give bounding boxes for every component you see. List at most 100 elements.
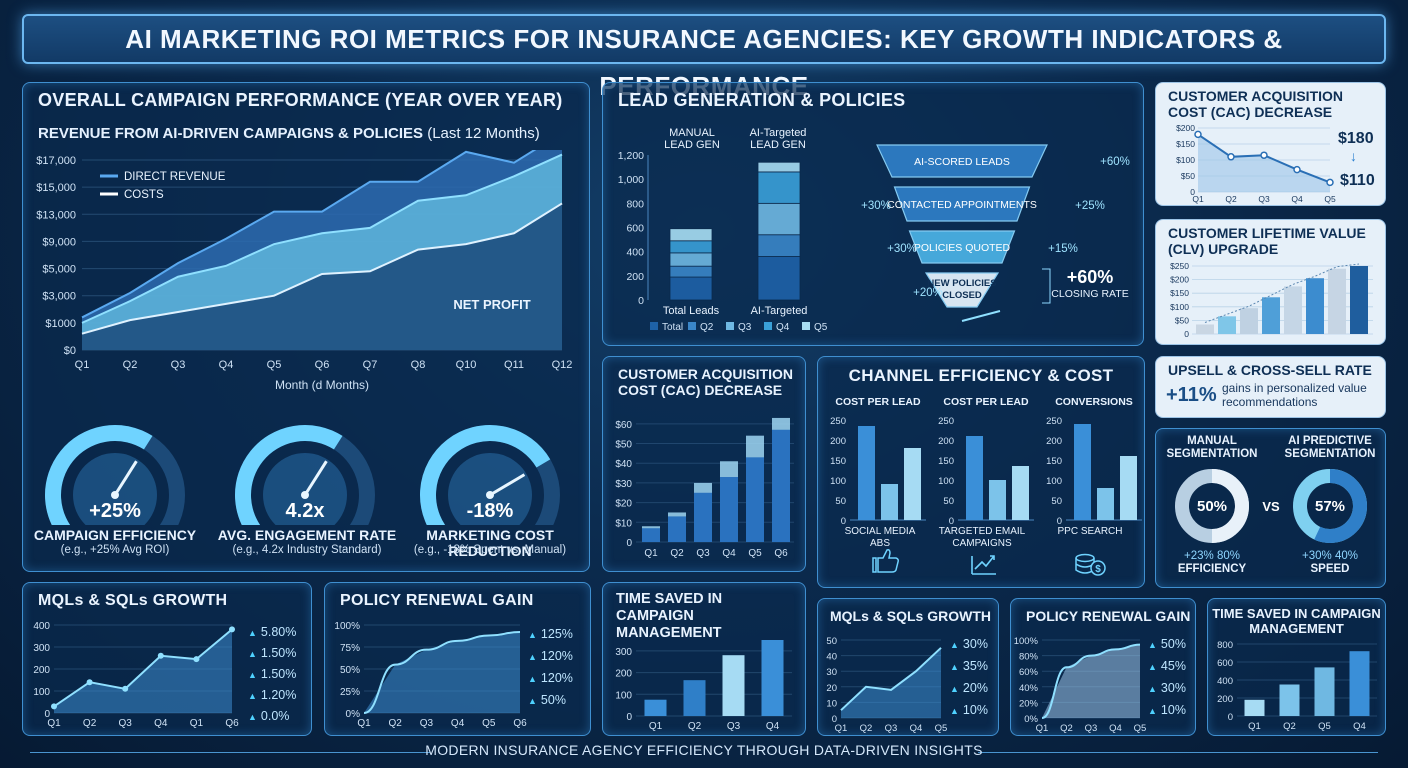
y-tick-label: 100% — [1014, 636, 1039, 647]
bar — [1244, 699, 1265, 716]
y-tick-label: $50 — [615, 440, 632, 451]
x-tick-label: Q4 — [451, 718, 465, 729]
up-triangle-icon: ▲ — [248, 628, 257, 638]
down-arrow-icon: ↓ — [1350, 148, 1357, 164]
series-line — [53, 628, 233, 708]
gauge-3-sub: (e.g., -18% Spent vs. Manual) — [413, 544, 567, 556]
x-tick-label: Q2 — [688, 721, 702, 732]
cac-point — [1260, 151, 1268, 159]
up-triangle-icon: ▲ — [950, 662, 959, 672]
manual-seg-note: +23% 80% — [1184, 550, 1240, 562]
y-tick-label: 300 — [615, 647, 632, 658]
bar — [1314, 667, 1335, 716]
time-right-bar-chart: 0 200 400 600 800 Q1 Q2 Q5 Q4 — [1217, 640, 1377, 732]
cac-point — [1326, 178, 1334, 187]
stacked-bar-segment — [669, 228, 713, 242]
funnel-pct: +60% — [1100, 156, 1130, 168]
legend-swatch — [726, 322, 734, 330]
x-tick-label: Q4 — [219, 359, 234, 371]
x-tick-label: Q12 — [552, 359, 573, 371]
y-tick-label: 50% — [340, 665, 360, 676]
x-tick-label: Q3 — [420, 718, 434, 729]
funnel-pct: +30% — [887, 243, 917, 255]
funnel-tier — [924, 272, 1000, 308]
gauge-hub — [486, 491, 494, 499]
x-tick-label: Q2 — [389, 718, 403, 729]
y-tick-label: 200 — [830, 436, 846, 447]
renewal-left-pct-1: ▲ 125% — [528, 624, 573, 646]
x-tick-label: Q7 — [363, 359, 378, 371]
stacked-bar-segment — [757, 171, 801, 204]
gauge-needle — [489, 473, 526, 497]
gauge-needle — [303, 460, 328, 496]
segmentation-donuts: 50% 57% VS — [1175, 469, 1367, 543]
legend-label: Q5 — [814, 322, 828, 333]
series-area — [82, 203, 562, 350]
x-tick-label: Q4 — [1291, 194, 1303, 204]
gauge-value: -18% — [467, 500, 514, 522]
up-triangle-icon: ▲ — [950, 684, 959, 694]
mqls-right-pct-3: ▲ 20% — [950, 678, 988, 700]
channel-bar — [989, 480, 1006, 520]
up-triangle-icon: ▲ — [1148, 640, 1157, 650]
x-tick-label: Q2 — [670, 548, 684, 559]
y-tick-label: 100 — [615, 690, 632, 701]
legend-label: Q2 — [700, 322, 714, 333]
mqls-left-pct-1-text: 5.80% — [260, 625, 297, 639]
channel-label: SOCIAL MEDIA — [845, 526, 916, 537]
legend-swatch — [764, 322, 772, 330]
stacked-bar-segment — [669, 252, 713, 267]
up-triangle-icon: ▲ — [528, 652, 537, 662]
y-tick-label: $50 — [1175, 315, 1189, 325]
legend-swatch — [802, 322, 810, 330]
mqls-right-pcts: ▲ 30% ▲ 35% ▲ 20% ▲ 10% — [950, 634, 988, 722]
up-triangle-icon: ▲ — [248, 712, 257, 722]
x-tick-label: Q5 — [935, 723, 948, 734]
x-tick-label: Q3 — [727, 721, 741, 732]
y-tick-label: $0 — [64, 345, 76, 357]
up-triangle-icon: ▲ — [528, 696, 537, 706]
y-tick-label: $15,000 — [36, 182, 76, 194]
series-point — [229, 626, 235, 633]
lead-gen-bar-chart: 0 200 400 600 800 1,000 1,200 Total Leads AI-Tar… — [618, 150, 828, 333]
x-tick-label: Q3 — [119, 718, 133, 729]
channel-bar — [1097, 488, 1114, 520]
channel-subtitle: CONVERSIONS — [1055, 396, 1133, 408]
y-tick-label: 50 — [826, 636, 837, 647]
renewal-right-pct-2: ▲ 45% — [1148, 656, 1186, 678]
renewal-left-pct-3-text: 120% — [540, 671, 573, 685]
gauge-fill — [235, 425, 343, 525]
y-tick-label: 0% — [1024, 714, 1038, 725]
segmentation-panel — [1155, 428, 1386, 588]
funnel-bracket — [1042, 268, 1051, 304]
up-triangle-icon: ▲ — [950, 706, 959, 716]
bar-category-label: AI-Targeted — [751, 305, 808, 317]
upsell-desc: gains in personalized value recommendati… — [1222, 381, 1367, 409]
y-tick-label: 250 — [938, 416, 954, 427]
renewal-right-pcts: ▲ 50% ▲ 45% ▲ 30% ▲ 10% — [1148, 634, 1186, 722]
x-tick-label: Q5 — [482, 718, 496, 729]
x-tick-label: Q2 — [123, 359, 138, 371]
net-profit-label: NET PROFIT — [453, 297, 530, 312]
series-area — [841, 647, 941, 718]
cac-top-from: $180 — [1338, 130, 1374, 147]
bar — [1279, 684, 1300, 716]
up-triangle-icon: ▲ — [1148, 706, 1157, 716]
stacked-bar-segment — [669, 276, 713, 301]
x-tick-label: Q1 — [649, 721, 663, 732]
funnel-pct: +15% — [1048, 243, 1078, 255]
donut-value-arc — [1211, 469, 1249, 543]
funnel-label: AI-SCORED LEADS — [914, 156, 1010, 168]
x-tick-label: Q11 — [504, 359, 524, 371]
renewal-right-pct-2-text: 45% — [1160, 659, 1186, 673]
x-tick-label: Q2 — [83, 718, 97, 729]
cac-bar-base — [694, 492, 712, 542]
stacked-bar-segment — [669, 240, 713, 254]
mqls-left-line-chart: 0 100 200 300 400 Q1 Q2 Q3 Q4 Q1 Q6 — [33, 621, 239, 729]
y-tick-label: $100 — [1176, 155, 1195, 165]
y-tick-label: 40% — [1019, 683, 1039, 694]
funnel-label: CLOSED — [942, 290, 982, 301]
clv-bar — [1350, 266, 1368, 334]
y-tick-label: 1,200 — [618, 150, 644, 162]
y-tick-label: 600 — [626, 223, 644, 235]
